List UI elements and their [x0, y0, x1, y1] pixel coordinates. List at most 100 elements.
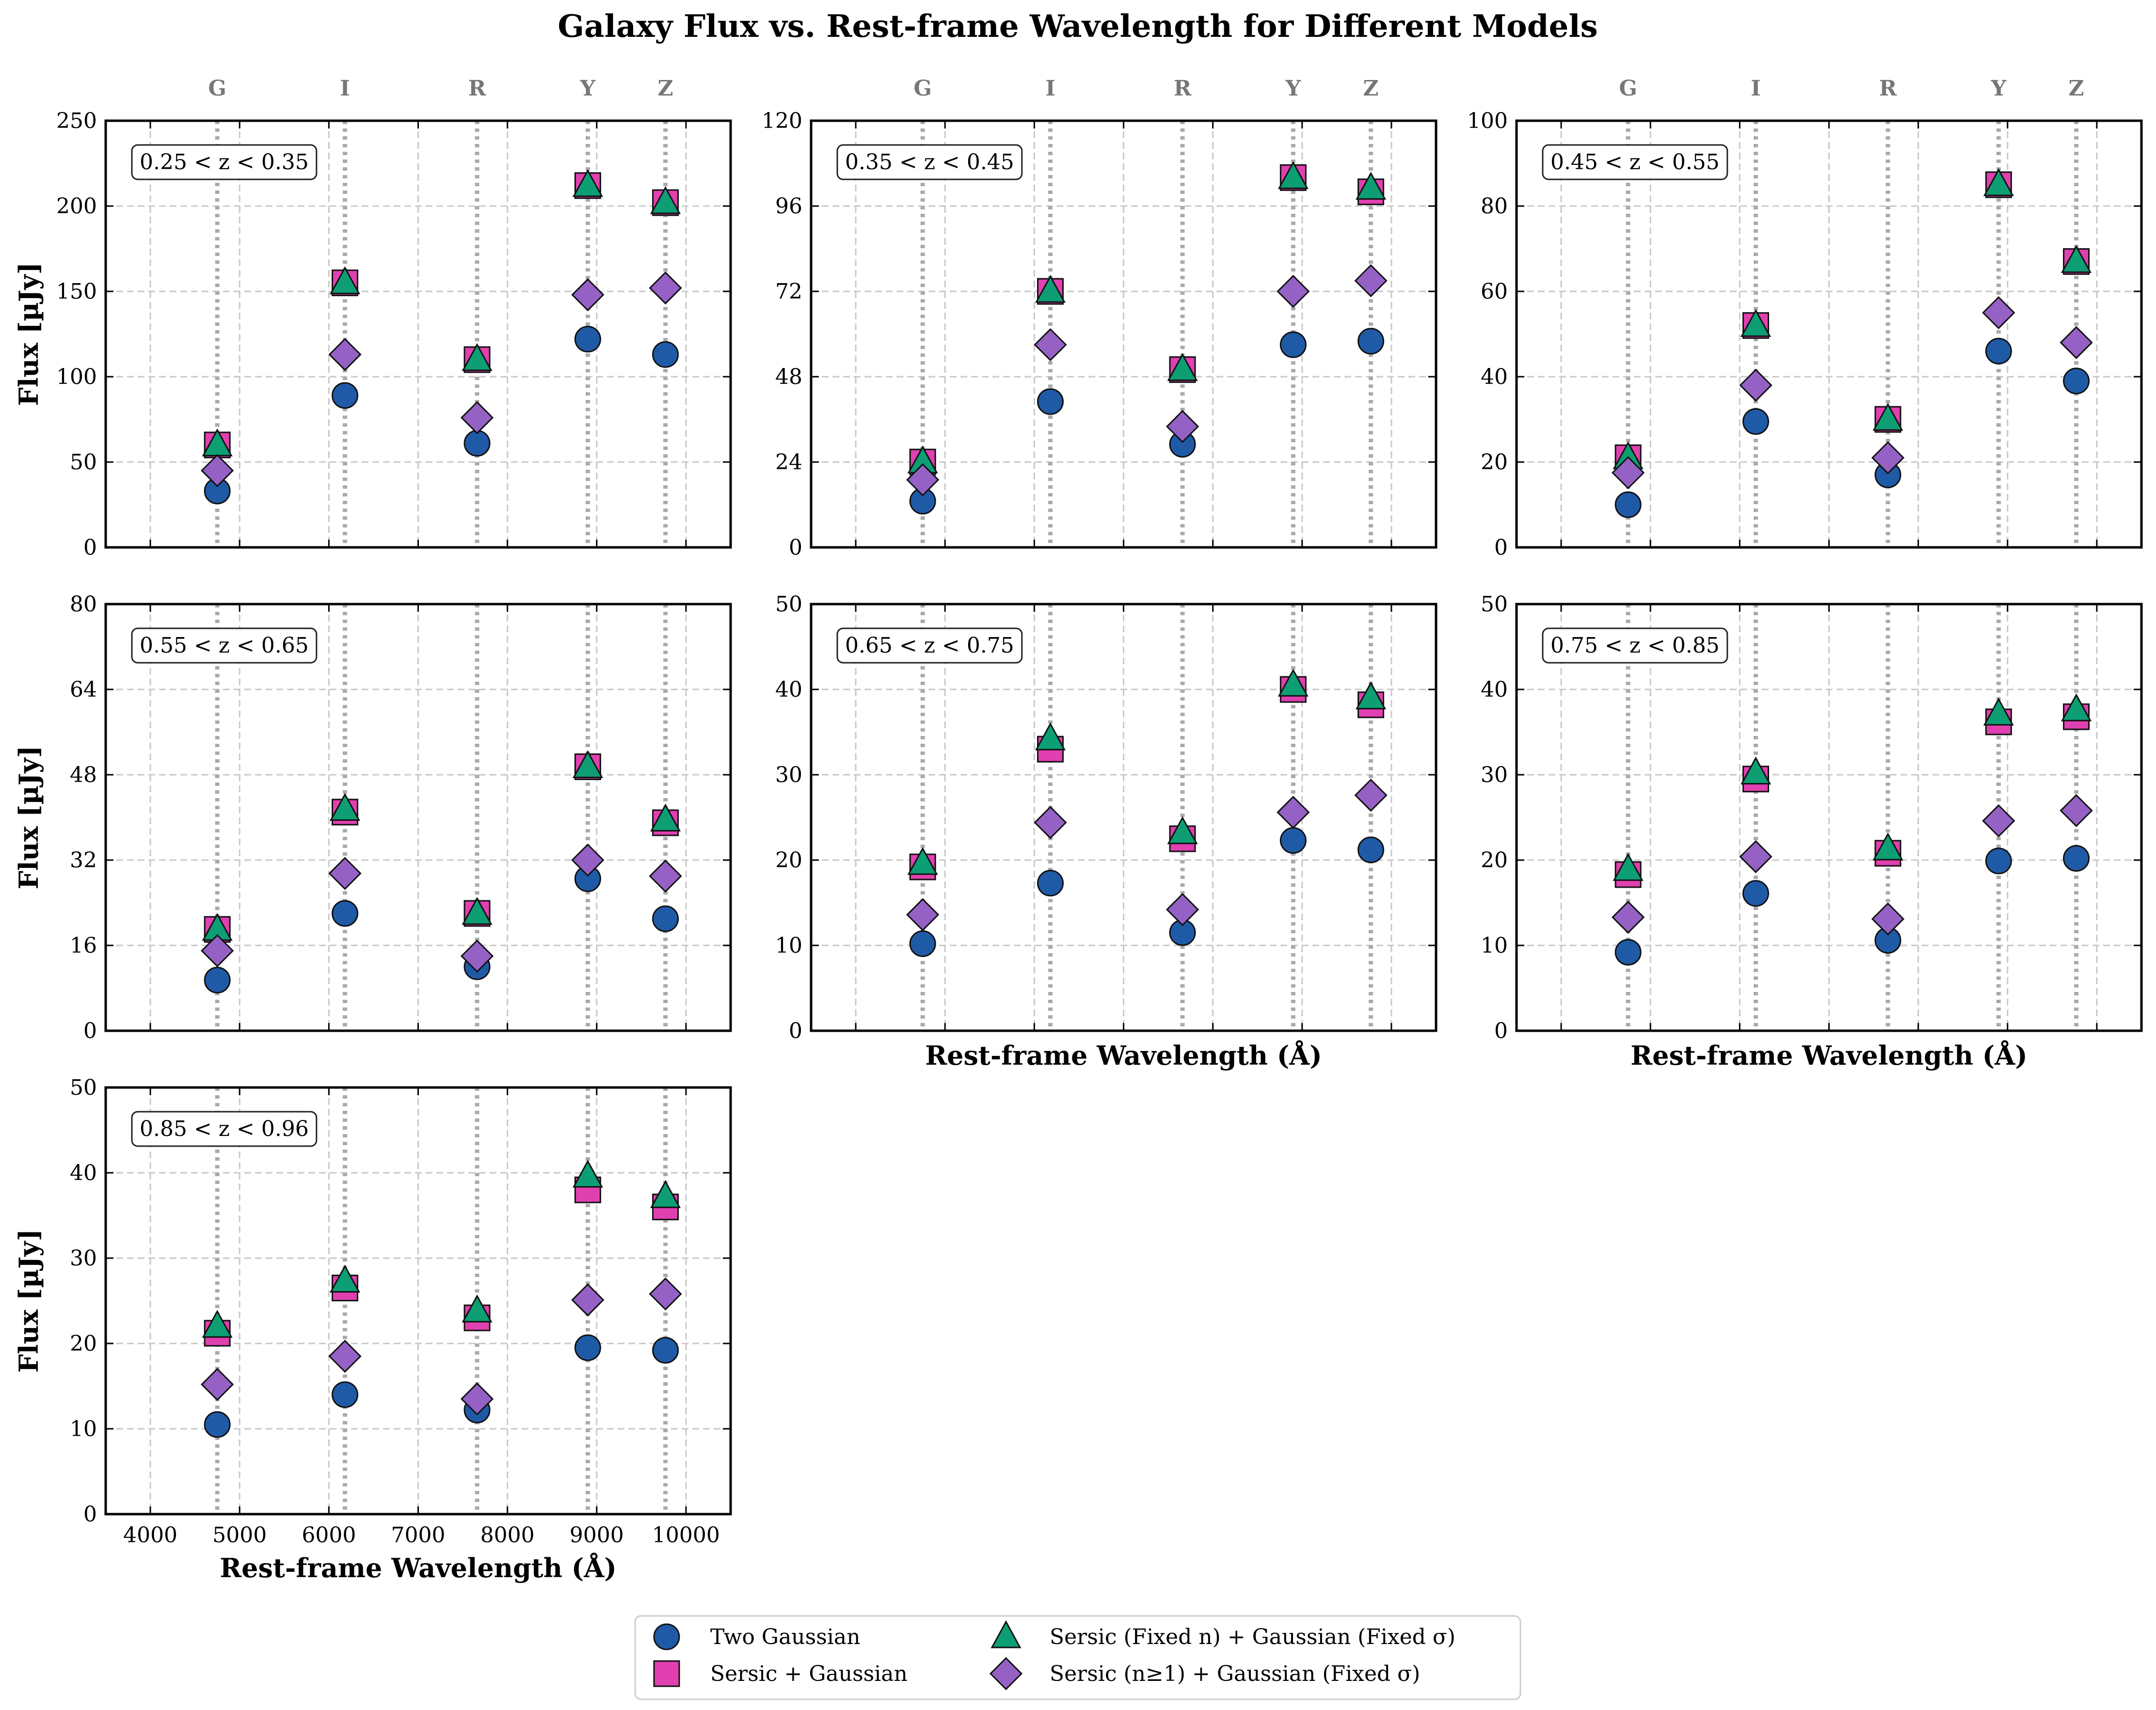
band-label-Z: Z [658, 76, 673, 101]
data-point-triangle [329, 266, 361, 294]
data-point-diamond [460, 401, 494, 434]
panel-frame [810, 119, 1437, 549]
data-point-diamond [1982, 804, 2015, 838]
data-point-triangle [1356, 681, 1387, 710]
data-point-diamond [1354, 264, 1388, 298]
data-point-diamond [906, 463, 940, 496]
band-label-Y: Y [1991, 76, 2007, 101]
band-label-Z: Z [2069, 76, 2084, 101]
data-point-circle [204, 967, 231, 993]
panel-z-label: 0.55 < z < 0.65 [140, 633, 309, 658]
y-tick-label: 72 [775, 279, 802, 304]
panel-z-label: 0.85 < z < 0.96 [140, 1117, 309, 1141]
band-label-I: I [340, 76, 350, 101]
y-tick-label: 30 [70, 1246, 97, 1271]
panel-2: G I R Y Z 0 24 48 72 96 120 0.35 < z < 0.45 [762, 76, 1437, 560]
panel-frame [810, 603, 1437, 1032]
y-tick-label: 200 [56, 194, 97, 219]
y-tick-label: 96 [775, 194, 802, 219]
data-point-circle [1614, 939, 1642, 966]
data-point-diamond [571, 1283, 605, 1317]
data-point-diamond [1612, 900, 1645, 934]
data-point-circle [2063, 368, 2090, 395]
data-point-circle [1614, 491, 1642, 518]
data-point-circle [574, 1334, 601, 1361]
data-point-diamond [1871, 902, 1905, 936]
data-point-circle [909, 930, 936, 957]
data-point-triangle [572, 1159, 603, 1188]
panel-z-label-box [836, 627, 1023, 664]
y-tick-label: 20 [1481, 848, 1508, 873]
legend-label: Two Gaussian [710, 1625, 860, 1649]
y-tick-label: 40 [775, 677, 802, 702]
data-point-circle [652, 905, 679, 932]
y-tick-label: 50 [775, 592, 802, 617]
data-point-triangle [462, 343, 493, 371]
data-point-circle [574, 326, 601, 353]
y-tick-label: 50 [70, 1075, 97, 1100]
data-point-circle [1357, 836, 1385, 863]
panel-4: 0 16 32 48 64 80 0.55 < z < 0.65 Flux [µJy] [13, 592, 732, 1043]
y-tick-label: 48 [775, 365, 802, 389]
band-label-Y: Y [580, 76, 596, 101]
data-point-diamond [649, 271, 682, 305]
panel-7: 0 10 20 30 40 50 4000 5000 6000 7000 8000 9000 10000… [13, 1075, 732, 1583]
data-point-circle [332, 900, 359, 927]
data-point-diamond [1277, 796, 1310, 829]
data-point-triangle [650, 803, 681, 831]
x-tick-label: 6000 [302, 1523, 356, 1548]
data-point-triangle [329, 1264, 361, 1293]
data-point-triangle [1278, 669, 1309, 697]
y-axis-label: Flux [µJy] [13, 746, 44, 890]
y-tick-label: 32 [70, 848, 97, 873]
band-label-G: G [913, 76, 932, 101]
y-axis-label: Flux [µJy] [13, 1229, 44, 1373]
data-point-triangle [1613, 853, 1644, 881]
data-point-triangle [650, 186, 681, 214]
data-point-triangle [1740, 756, 1772, 784]
data-point-triangle [462, 1294, 493, 1323]
y-tick-label: 30 [1481, 763, 1508, 787]
legend-marker-circle [653, 1623, 680, 1650]
data-point-circle [1985, 847, 2012, 875]
y-tick-label: 0 [1494, 1019, 1508, 1043]
panel-frame [104, 603, 732, 1032]
data-point-diamond [328, 857, 362, 890]
data-point-diamond [571, 278, 605, 312]
y-tick-label: 20 [70, 1331, 97, 1356]
data-point-circle [1037, 870, 1064, 897]
data-point-circle [1357, 328, 1385, 355]
y-axis-label: Flux [µJy] [13, 262, 44, 406]
panel-z-label: 0.35 < z < 0.45 [845, 150, 1014, 175]
data-point-diamond [571, 843, 605, 877]
band-label-R: R [1174, 76, 1192, 101]
data-point-triangle [1035, 274, 1066, 303]
data-point-diamond [460, 939, 494, 973]
data-point-diamond [1166, 410, 1199, 443]
y-tick-label: 64 [70, 677, 97, 702]
y-tick-label: 250 [56, 109, 97, 133]
y-tick-label: 0 [83, 1502, 97, 1527]
data-point-circle [1742, 880, 1770, 907]
y-tick-label: 60 [1481, 279, 1508, 304]
data-point-circle [1279, 827, 1307, 854]
data-point-triangle [2061, 693, 2092, 721]
panel-frame [1515, 119, 2143, 549]
data-point-diamond [328, 1340, 362, 1373]
data-point-triangle [1983, 168, 2014, 196]
data-point-circle [1279, 331, 1307, 358]
y-tick-label: 50 [1481, 592, 1508, 617]
data-point-triangle [1278, 161, 1309, 189]
data-point-triangle [1872, 832, 1903, 861]
data-point-diamond [1982, 296, 2015, 330]
panel-5: 0 10 20 30 40 50 0.65 < z < 0.75 Rest-frame Wav… [775, 592, 1437, 1071]
data-point-circle [1037, 388, 1064, 415]
data-point-circle [1985, 337, 2012, 365]
y-tick-label: 20 [775, 848, 802, 873]
x-tick-label: 10000 [652, 1523, 720, 1548]
y-tick-label: 10 [775, 933, 802, 958]
data-point-triangle [202, 1310, 233, 1338]
panel-frame [104, 119, 732, 549]
